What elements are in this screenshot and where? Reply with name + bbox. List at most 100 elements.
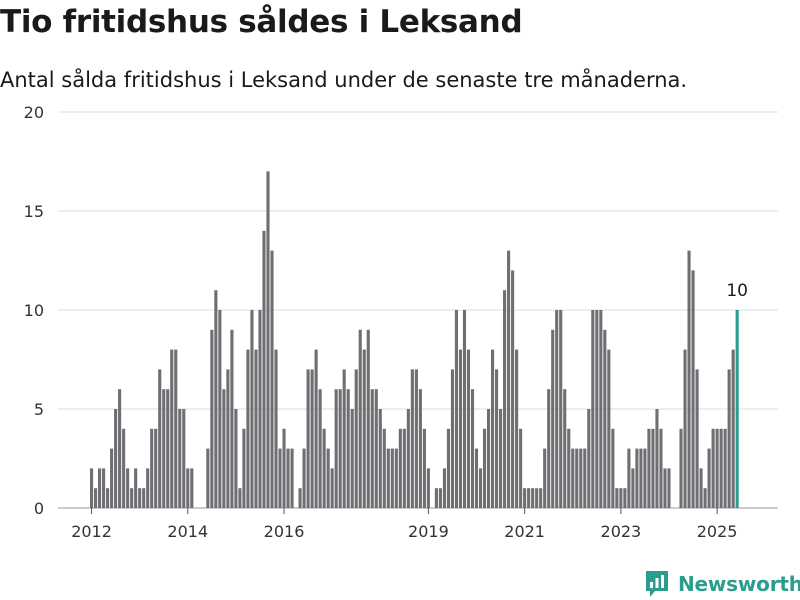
bar bbox=[631, 468, 635, 508]
bar bbox=[579, 448, 583, 508]
bar bbox=[218, 310, 222, 508]
bar bbox=[539, 488, 543, 508]
bar bbox=[146, 468, 150, 508]
bar bbox=[334, 389, 338, 508]
bar bbox=[707, 448, 711, 508]
x-tick-label: 2012 bbox=[71, 522, 112, 541]
bar bbox=[210, 329, 214, 508]
bar bbox=[254, 349, 258, 508]
bar bbox=[434, 488, 438, 508]
bar bbox=[474, 448, 479, 508]
bar bbox=[126, 468, 130, 508]
newsworthy-logo-icon bbox=[646, 571, 668, 597]
bar bbox=[286, 448, 290, 508]
bar bbox=[262, 230, 266, 509]
bar bbox=[611, 428, 615, 508]
bar bbox=[234, 409, 238, 508]
bar bbox=[659, 428, 663, 508]
bar bbox=[723, 428, 727, 508]
bar bbox=[543, 448, 547, 508]
x-axis: 2012 2014 2016 2019 2021 2023 2025 bbox=[71, 508, 737, 541]
bar bbox=[178, 409, 182, 508]
bar bbox=[98, 468, 102, 508]
y-tick-label: 5 bbox=[34, 400, 44, 419]
bar bbox=[174, 349, 178, 508]
bar bbox=[314, 349, 318, 508]
bar bbox=[503, 290, 507, 508]
bar bbox=[114, 409, 118, 508]
bar bbox=[555, 310, 559, 508]
bar bbox=[270, 250, 274, 508]
bar bbox=[519, 428, 523, 508]
gridlines: 0 5 10 15 20 bbox=[24, 103, 778, 518]
bar bbox=[619, 488, 623, 508]
bar bbox=[158, 369, 162, 508]
bar bbox=[499, 409, 503, 508]
bar bbox=[478, 468, 483, 508]
bar bbox=[446, 428, 450, 508]
bar bbox=[398, 428, 402, 508]
bar bbox=[214, 290, 218, 508]
x-tick-label: 2014 bbox=[167, 522, 208, 541]
bar bbox=[410, 369, 414, 508]
bar bbox=[507, 250, 511, 508]
bar bbox=[691, 270, 695, 508]
bar bbox=[382, 428, 386, 508]
chart-subtitle: Antal sålda fritidshus i Leksand under d… bbox=[0, 68, 688, 92]
x-tick-label: 2016 bbox=[264, 522, 305, 541]
bar bbox=[511, 270, 515, 508]
bar bbox=[663, 468, 667, 508]
bar bbox=[607, 349, 611, 508]
bar bbox=[567, 428, 571, 508]
brand-logo: Newsworthy bbox=[644, 569, 800, 599]
last-value-label: 10 bbox=[726, 281, 748, 301]
bar bbox=[643, 448, 647, 508]
bar bbox=[703, 488, 707, 508]
labels: 10 bbox=[726, 281, 748, 301]
bar bbox=[302, 448, 306, 508]
bar bbox=[266, 171, 270, 508]
bar bbox=[426, 468, 430, 508]
bar bbox=[486, 409, 491, 508]
bar bbox=[138, 488, 142, 508]
bar bbox=[290, 448, 294, 508]
bar bbox=[527, 488, 531, 508]
bar bbox=[603, 329, 607, 508]
bar bbox=[118, 389, 122, 508]
bar bbox=[250, 310, 254, 508]
bar bbox=[366, 329, 370, 508]
bar bbox=[495, 369, 499, 508]
x-tick-label: 2025 bbox=[697, 522, 738, 541]
bar bbox=[711, 428, 715, 508]
bar bbox=[378, 409, 382, 508]
y-tick-label: 10 bbox=[24, 301, 44, 320]
bar bbox=[515, 349, 519, 508]
bar bbox=[298, 488, 302, 508]
bar bbox=[354, 369, 358, 508]
chart-title: Tio fritidshus såldes i Leksand bbox=[0, 4, 523, 40]
bar bbox=[242, 428, 246, 508]
bar bbox=[110, 448, 114, 508]
y-tick-label: 0 bbox=[34, 499, 44, 518]
bar bbox=[462, 310, 467, 508]
bar bbox=[731, 349, 735, 508]
bar bbox=[551, 329, 555, 508]
bar bbox=[651, 428, 655, 508]
bar bbox=[679, 428, 683, 508]
bar bbox=[699, 468, 703, 508]
bar bbox=[715, 428, 719, 508]
bar bbox=[414, 369, 418, 508]
bar bbox=[102, 468, 106, 508]
bar bbox=[575, 448, 579, 508]
bar bbox=[438, 488, 442, 508]
bar bbox=[402, 428, 406, 508]
bar bbox=[623, 488, 627, 508]
y-tick-label: 15 bbox=[24, 202, 44, 221]
bar bbox=[90, 468, 94, 508]
bar bbox=[190, 468, 194, 508]
bar bbox=[667, 468, 671, 508]
bar bbox=[719, 428, 723, 508]
bar bbox=[358, 329, 362, 508]
bar bbox=[591, 310, 595, 508]
bar bbox=[571, 448, 575, 508]
